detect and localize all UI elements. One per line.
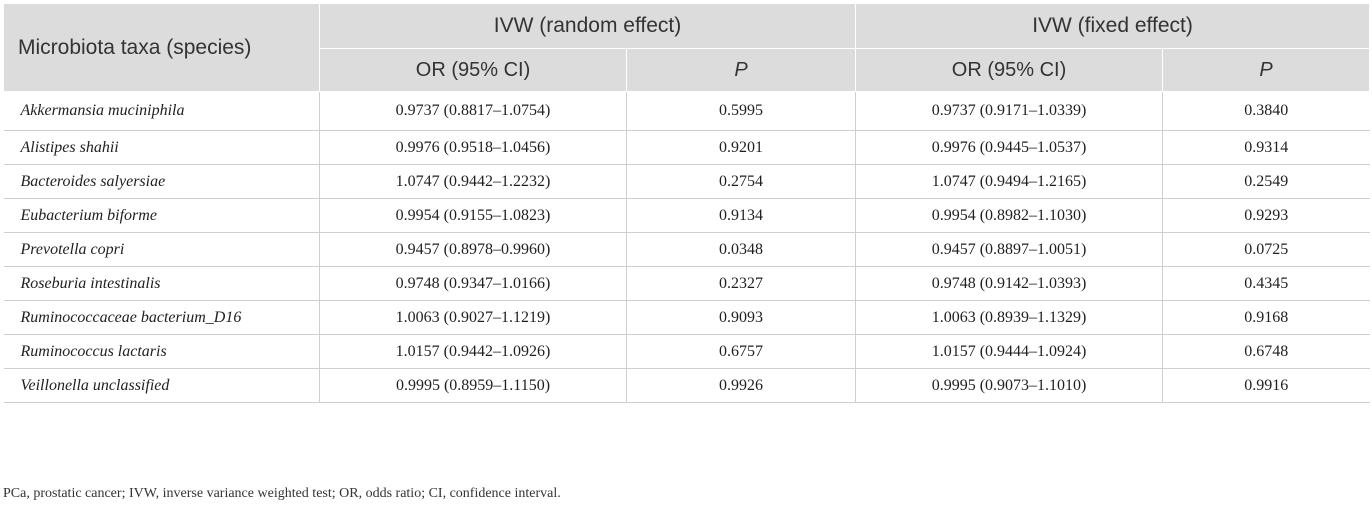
- p-random-cell: 0.9134: [625, 198, 857, 233]
- or-random-cell: 1.0063 (0.9027–1.1219): [319, 300, 627, 335]
- table-footnote: PCa, prostatic cancer; IVW, inverse vari…: [3, 486, 561, 501]
- p-random-cell: 0.9201: [625, 130, 857, 165]
- or-fixed-cell: 1.0157 (0.9444–1.0924): [855, 334, 1164, 369]
- table-row: Bacteroides salyersiae 1.0747 (0.9442–1.…: [3, 164, 1370, 199]
- header-ivw-random: IVW (random effect): [318, 3, 857, 49]
- or-random-cell: 0.9954 (0.9155–1.0823): [319, 198, 627, 233]
- taxon-cell: Alistipes shahii: [3, 130, 320, 165]
- or-fixed-cell: 0.9954 (0.8982–1.1030): [855, 198, 1164, 233]
- table-row: Roseburia intestinalis 0.9748 (0.9347–1.…: [3, 266, 1370, 301]
- p-random-cell: 0.2327: [625, 266, 857, 301]
- table-row: Veillonella unclassified 0.9995 (0.8959–…: [3, 368, 1370, 403]
- table-row: Prevotella copri 0.9457 (0.8978–0.9960) …: [3, 232, 1370, 267]
- or-random-cell: 0.9748 (0.9347–1.0166): [319, 266, 627, 301]
- taxon-cell: Prevotella copri: [3, 232, 320, 267]
- header-row-metrics: OR (95% CI) P OR (95% CI) P: [4, 48, 1371, 92]
- or-fixed-cell: 0.9457 (0.8897–1.0051): [855, 232, 1164, 267]
- taxon-cell: Eubacterium biforme: [3, 198, 320, 233]
- p-fixed-cell: 0.9293: [1162, 198, 1370, 233]
- table-row: Ruminococcaceae bacterium_D16 1.0063 (0.…: [3, 300, 1370, 335]
- header-taxa: Microbiota taxa (species): [3, 3, 320, 92]
- p-random-cell: 0.5995: [625, 91, 857, 131]
- p-fixed-cell: 0.0725: [1162, 232, 1370, 267]
- p-random-cell: 0.6757: [625, 334, 857, 369]
- or-random-cell: 1.0747 (0.9442–1.2232): [319, 164, 627, 199]
- table-row: Ruminococcus lactaris 1.0157 (0.9442–1.0…: [3, 334, 1370, 369]
- p-fixed-cell: 0.2549: [1162, 164, 1370, 199]
- p-fixed-cell: 0.6748: [1162, 334, 1370, 369]
- header-or-random: OR (95% CI): [319, 48, 627, 92]
- or-fixed-cell: 0.9748 (0.9142–1.0393): [855, 266, 1164, 301]
- or-random-cell: 0.9457 (0.8978–0.9960): [319, 232, 627, 267]
- or-fixed-cell: 0.9995 (0.9073–1.1010): [855, 368, 1164, 403]
- p-random-cell: 0.9093: [625, 300, 857, 335]
- or-random-cell: 0.9976 (0.9518–1.0456): [319, 130, 627, 165]
- p-fixed-cell: 0.9916: [1162, 368, 1370, 403]
- or-random-cell: 1.0157 (0.9442–1.0926): [319, 334, 627, 369]
- header-or-fixed: OR (95% CI): [855, 48, 1164, 92]
- header-row-groups: Microbiota taxa (species) IVW (random ef…: [3, 3, 1371, 92]
- or-fixed-cell: 1.0747 (0.9494–1.2165): [855, 164, 1164, 199]
- or-fixed-cell: 0.9737 (0.9171–1.0339): [855, 91, 1164, 131]
- header-p-random: P: [625, 48, 857, 92]
- header-p-fixed: P: [1162, 48, 1371, 92]
- p-fixed-cell: 0.9168: [1162, 300, 1370, 335]
- table-body: Akkermansia muciniphila 0.9737 (0.8817–1…: [3, 91, 1370, 403]
- results-table-container: Microbiota taxa (species) IVW (random ef…: [3, 3, 1371, 403]
- p-fixed-cell: 0.4345: [1162, 266, 1370, 301]
- results-table: Microbiota taxa (species) IVW (random ef…: [3, 3, 1371, 403]
- or-fixed-cell: 0.9976 (0.9445–1.0537): [855, 130, 1164, 165]
- p-fixed-cell: 0.3840: [1162, 91, 1370, 131]
- taxon-cell: Ruminococcaceae bacterium_D16: [3, 300, 320, 335]
- or-fixed-cell: 1.0063 (0.8939–1.1329): [855, 300, 1164, 335]
- or-random-cell: 0.9737 (0.8817–1.0754): [319, 91, 627, 131]
- taxon-cell: Akkermansia muciniphila: [3, 91, 320, 131]
- header-ivw-fixed: IVW (fixed effect): [855, 3, 1371, 49]
- taxon-cell: Bacteroides salyersiae: [3, 164, 320, 199]
- table-header: Microbiota taxa (species) IVW (random ef…: [3, 3, 1371, 92]
- p-random-cell: 0.9926: [625, 368, 857, 403]
- taxon-cell: Ruminococcus lactaris: [3, 334, 320, 369]
- p-fixed-cell: 0.9314: [1162, 130, 1370, 165]
- or-random-cell: 0.9995 (0.8959–1.1150): [319, 368, 627, 403]
- table-row: Eubacterium biforme 0.9954 (0.9155–1.082…: [3, 198, 1370, 233]
- p-random-cell: 0.2754: [625, 164, 857, 199]
- table-row: Akkermansia muciniphila 0.9737 (0.8817–1…: [3, 91, 1370, 131]
- taxon-cell: Roseburia intestinalis: [3, 266, 320, 301]
- taxon-cell: Veillonella unclassified: [3, 368, 320, 403]
- table-row: Alistipes shahii 0.9976 (0.9518–1.0456) …: [3, 130, 1370, 165]
- p-random-cell: 0.0348: [625, 232, 857, 267]
